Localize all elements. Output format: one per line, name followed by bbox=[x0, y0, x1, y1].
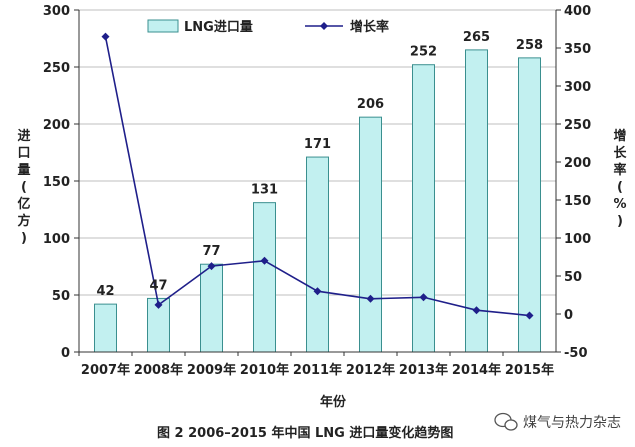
legend: LNG进口量 增长率 bbox=[147, 19, 389, 35]
x-tick-label: 2007年 bbox=[81, 362, 130, 378]
y-tick-label: 100 bbox=[43, 232, 70, 247]
line-marker bbox=[472, 306, 481, 315]
line-marker bbox=[419, 293, 428, 302]
line-marker bbox=[260, 256, 269, 265]
figure-caption: 图 2 2006–2015 年中国 LNG 进口量变化趋势图 bbox=[157, 425, 453, 441]
bar bbox=[200, 263, 223, 353]
y2-tick-label: 100 bbox=[564, 232, 591, 247]
legend-bar-swatch bbox=[147, 19, 179, 33]
line-marker bbox=[207, 262, 216, 271]
y-tick-label: 300 bbox=[43, 4, 70, 19]
y2-axis-title-char: 增 bbox=[613, 128, 626, 144]
y-axis-title-char: ) bbox=[21, 231, 27, 246]
line-marker bbox=[313, 287, 322, 296]
x-tick-label: 2008年 bbox=[134, 362, 183, 378]
line-marker bbox=[525, 311, 534, 320]
x-tick-label: 2015年 bbox=[505, 362, 554, 378]
y2-tick-label: 200 bbox=[564, 156, 591, 171]
data-label: 42 bbox=[96, 284, 114, 299]
watermark-text: 煤气与热力杂志 bbox=[523, 415, 621, 431]
y2-tick-label: 0 bbox=[564, 308, 573, 323]
y-tick-label: 150 bbox=[43, 175, 70, 190]
bar bbox=[94, 303, 117, 353]
y-tick-label: 50 bbox=[52, 289, 70, 304]
y-axis-title-char: 方 bbox=[17, 213, 30, 229]
data-label: 77 bbox=[202, 244, 220, 259]
line-marker bbox=[154, 300, 163, 309]
line-series bbox=[101, 32, 534, 320]
bar bbox=[412, 64, 435, 353]
legend-line-marker bbox=[320, 22, 328, 30]
bar bbox=[253, 202, 276, 353]
data-label: 47 bbox=[149, 278, 167, 293]
y2-tick-label: 50 bbox=[564, 270, 582, 285]
wechat-icon bbox=[494, 412, 518, 431]
y2-tick-label: 300 bbox=[564, 80, 591, 95]
data-label: 171 bbox=[304, 137, 331, 152]
y2-axis-title-char: ( bbox=[617, 180, 623, 195]
bar bbox=[518, 57, 541, 353]
data-label: 258 bbox=[516, 38, 543, 53]
y2-axis-title-char: % bbox=[613, 197, 626, 212]
data-label: 252 bbox=[410, 45, 437, 60]
axes: 0 50 100 150 200 250 300 -50 0 50 100 150 200 250 300 3… bbox=[17, 4, 627, 378]
y2-tick-label: 150 bbox=[564, 194, 591, 209]
y2-tick-label: 400 bbox=[564, 4, 591, 19]
y-tick-label: 200 bbox=[43, 118, 70, 133]
bar bbox=[306, 156, 329, 353]
x-tick-label: 2013年 bbox=[399, 362, 448, 378]
y-axis-title-char: 亿 bbox=[17, 196, 30, 212]
y-axis-title-char: ( bbox=[21, 180, 27, 195]
x-tick-label: 2012年 bbox=[346, 362, 395, 378]
y2-tick-label: 250 bbox=[564, 118, 591, 133]
y2-axis-title-char: ) bbox=[617, 214, 623, 229]
data-label: 131 bbox=[251, 183, 278, 198]
x-tick-label: 2014年 bbox=[452, 362, 501, 378]
legend-bar-label: LNG进口量 bbox=[184, 20, 253, 35]
y-axis-title-char: 量 bbox=[17, 163, 30, 178]
y-axis-title-char: 口 bbox=[17, 146, 30, 161]
data-label: 265 bbox=[463, 30, 490, 45]
watermark: 煤气与热力杂志 bbox=[494, 412, 621, 431]
x-tick-label: 2010年 bbox=[240, 362, 289, 378]
y2-axis-title-char: 率 bbox=[613, 162, 626, 178]
y2-tick-label: -50 bbox=[564, 346, 588, 361]
y2-tick-label: 350 bbox=[564, 42, 591, 57]
x-tick-label: 2009年 bbox=[187, 362, 236, 378]
y-tick-label: 0 bbox=[61, 346, 70, 361]
line-marker bbox=[101, 32, 110, 41]
data-labels: 42 47 77 131 171 206 252 265 258 bbox=[96, 30, 543, 299]
y2-axis-title-char: 长 bbox=[613, 145, 627, 161]
x-axis-title: 年份 bbox=[320, 394, 347, 410]
y-axis-title-char: 进 bbox=[17, 129, 30, 144]
bar bbox=[359, 116, 382, 353]
bar-series bbox=[94, 49, 541, 353]
y-tick-label: 250 bbox=[43, 61, 70, 76]
x-tick-label: 2011年 bbox=[293, 362, 342, 378]
line-marker bbox=[366, 294, 375, 303]
legend-line-label: 增长率 bbox=[350, 19, 389, 35]
data-label: 206 bbox=[357, 97, 384, 112]
